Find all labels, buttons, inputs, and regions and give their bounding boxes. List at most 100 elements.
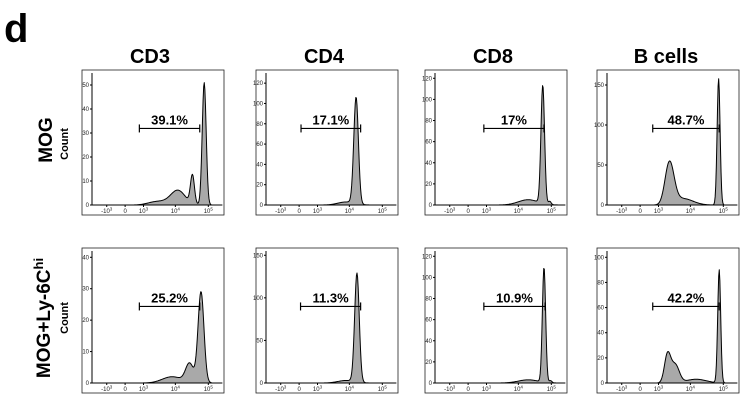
- y-tick-label: 0: [86, 203, 90, 209]
- y-tick-label: 60: [597, 306, 604, 312]
- gate-percentage-label: 25.2%: [151, 290, 188, 305]
- column-title-cd4: CD4: [304, 46, 345, 68]
- x-tick-label: 104: [514, 207, 524, 216]
- x-tick-label: 104: [171, 207, 181, 216]
- gate-marker: [652, 124, 720, 133]
- x-tick-label: 103: [139, 385, 149, 394]
- x-tick-label: -103: [616, 207, 628, 216]
- x-tick-label: 104: [345, 385, 355, 394]
- gate-percentage-label: 39.1%: [151, 112, 188, 127]
- histogram-cd4-row-2: 0 50 100 150 -103 0 103 104 105 11.3%: [253, 247, 399, 394]
- gate-percentage-label: 42.2%: [668, 290, 705, 305]
- column-title-cd3: CD3: [130, 46, 170, 68]
- y-tick-label: 60: [425, 318, 432, 324]
- y-tick-label: 0: [601, 381, 605, 387]
- gate-percentage-label: 17.1%: [312, 112, 349, 127]
- x-tick-label: 105: [378, 207, 388, 216]
- x-tick-label: 105: [547, 385, 557, 394]
- y-tick-label: 0: [429, 203, 433, 209]
- y-tick-label: 0: [429, 381, 433, 387]
- y-tick-label: 10: [82, 179, 89, 185]
- x-tick-label: 104: [345, 207, 355, 216]
- x-tick-label: 0: [123, 387, 127, 393]
- y-tick-label: 40: [597, 331, 604, 337]
- x-tick-label: 0: [638, 209, 642, 215]
- x-tick-label: -103: [275, 385, 287, 394]
- y-tick-label: 80: [425, 297, 432, 303]
- gate-percentage-label: 10.9%: [496, 290, 533, 305]
- gate-marker: [138, 124, 201, 133]
- column-title-b-cells: B cells: [634, 46, 698, 68]
- x-tick-label: -103: [444, 207, 456, 216]
- y-tick-label: 80: [256, 122, 263, 128]
- x-tick-label: 105: [204, 385, 214, 394]
- x-tick-label: 103: [482, 207, 492, 216]
- gate-marker: [652, 302, 720, 311]
- x-tick-label: 104: [171, 385, 181, 394]
- row-title-mog-text: MOG: [36, 117, 57, 162]
- y-tick-label: 80: [597, 280, 604, 286]
- y-tick-label: 60: [425, 140, 432, 146]
- y-tick-label: 20: [82, 155, 89, 161]
- gate-marker: [300, 124, 362, 133]
- count-label-row-1-text: Count: [59, 128, 71, 160]
- histogram-b-cells-row-1: 0 50 100 150 -103 0 103 104 105 48.7%: [594, 69, 740, 216]
- y-tick-label: 60: [256, 142, 263, 148]
- x-tick-label: 105: [719, 207, 729, 216]
- histogram-panels: 0 10 20 30 40 50 -103 0 103 104 105 39.1% 0 20 40 60 80 1…: [81, 69, 740, 394]
- histogram-cd8-row-2: 0 20 40 60 80 100 120 -103 0 103 104 105 10.9%: [422, 247, 568, 394]
- x-tick-label: 0: [297, 387, 301, 393]
- y-tick-label: 20: [82, 318, 89, 324]
- y-tick-label: 20: [597, 356, 604, 362]
- y-tick-label: 50: [597, 163, 604, 169]
- y-tick-label: 100: [253, 296, 264, 302]
- x-tick-label: 0: [297, 209, 301, 215]
- row-title-mog: MOG: [36, 117, 57, 162]
- y-tick-label: 20: [425, 182, 432, 188]
- panel-letter: d: [4, 7, 28, 51]
- x-tick-label: 103: [482, 385, 492, 394]
- y-tick-label: 0: [86, 381, 90, 387]
- y-tick-label: 40: [82, 107, 89, 113]
- gate-percentage-label: 11.3%: [313, 290, 350, 305]
- y-tick-label: 100: [253, 101, 264, 107]
- histogram-b-cells-row-2: 0 20 40 60 80 100 -103 0 103 104 105 42.2%: [594, 247, 740, 394]
- histogram-cd3-row-1: 0 10 20 30 40 50 -103 0 103 104 105 39.1%: [81, 69, 225, 216]
- y-tick-label: 30: [82, 287, 89, 293]
- gate-marker: [483, 302, 546, 311]
- histogram-cd4-row-1: 0 20 40 60 80 100 120 -103 0 103 104 105 17.1%: [253, 69, 399, 216]
- x-tick-label: -103: [444, 385, 456, 394]
- gate-marker: [483, 124, 545, 133]
- x-tick-label: 0: [466, 209, 470, 215]
- gate-marker: [299, 302, 362, 311]
- y-tick-label: 10: [82, 350, 89, 356]
- y-tick-label: 0: [260, 381, 264, 387]
- y-tick-label: 100: [422, 97, 433, 103]
- y-tick-label: 120: [422, 254, 433, 260]
- x-tick-label: 0: [638, 387, 642, 393]
- x-tick-label: 103: [313, 385, 323, 394]
- y-tick-label: 20: [256, 183, 263, 189]
- histogram-cd3-row-2: 0 10 20 30 40 -103 0 103 104 105 25.2%: [81, 247, 225, 394]
- row-title-mog-ly6c-main: MOG+Ly-6C: [34, 269, 55, 378]
- y-tick-label: 20: [425, 360, 432, 366]
- y-tick-label: 120: [422, 76, 433, 82]
- x-tick-label: 0: [466, 387, 470, 393]
- y-tick-label: 0: [601, 203, 605, 209]
- x-tick-label: -103: [616, 385, 628, 394]
- plot-frame: [255, 69, 399, 216]
- y-tick-label: 120: [253, 81, 264, 87]
- y-tick-label: 40: [425, 161, 432, 167]
- count-label-row-2: Count: [59, 302, 71, 334]
- plot-frame: [255, 247, 399, 394]
- y-tick-label: 40: [82, 255, 89, 261]
- x-tick-label: 103: [139, 207, 149, 216]
- gate-percentage-label: 17%: [501, 112, 527, 127]
- x-tick-label: -103: [275, 207, 287, 216]
- x-tick-label: -103: [101, 207, 113, 216]
- x-tick-label: 103: [654, 207, 664, 216]
- column-title-cd8: CD8: [473, 46, 513, 68]
- y-tick-label: 150: [253, 253, 264, 259]
- y-tick-label: 30: [82, 131, 89, 137]
